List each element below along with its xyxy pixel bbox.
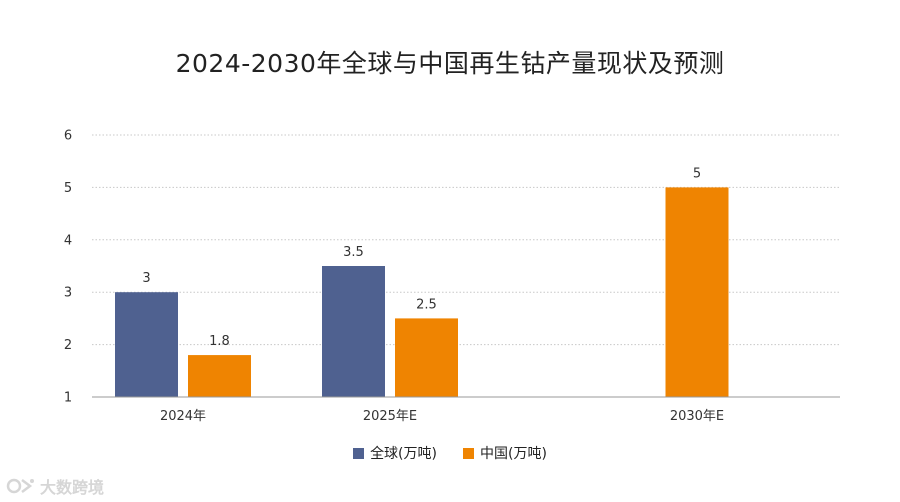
bar-china — [395, 318, 458, 397]
data-label: 3.5 — [343, 245, 364, 260]
legend: 全球(万吨) 中国(万吨) — [0, 443, 900, 463]
y-tick-label: 5 — [64, 181, 72, 196]
bar-global — [115, 292, 178, 397]
data-label: 3 — [142, 271, 150, 286]
y-tick-label: 6 — [64, 129, 72, 144]
legend-swatch-global — [353, 447, 365, 459]
data-labels: 3 1.8 3.5 2.5 5 — [142, 166, 701, 349]
y-axis-ticks: 1 2 3 4 5 6 — [64, 129, 72, 406]
watermark: 大数跨境 — [6, 474, 104, 498]
data-label: 5 — [693, 166, 701, 181]
legend-label-global: 全球(万吨) — [370, 446, 437, 462]
bar-china — [665, 187, 729, 397]
x-axis-labels: 2024年 2025年E 2030年E — [160, 409, 724, 424]
legend-swatch-china — [463, 447, 474, 459]
legend-item-global: 全球(万吨) — [353, 443, 437, 463]
x-tick-label: 2030年E — [670, 409, 724, 424]
chart-title: 2024-2030年全球与中国再生钴产量现状及预测 — [175, 49, 725, 78]
legend-item-china: 中国(万吨) — [463, 443, 547, 463]
x-tick-label: 2025年E — [363, 409, 417, 424]
x-tick-label: 2024年 — [160, 409, 206, 424]
data-label: 2.5 — [416, 297, 437, 312]
bars — [115, 187, 729, 397]
bar-china — [188, 355, 251, 397]
y-tick-label: 1 — [64, 391, 72, 406]
y-tick-label: 2 — [64, 338, 72, 353]
y-tick-label: 3 — [64, 286, 72, 301]
brand-logo-icon — [6, 478, 34, 494]
watermark-text: 大数跨境 — [40, 478, 105, 497]
data-label: 1.8 — [209, 334, 230, 349]
y-tick-label: 4 — [64, 233, 72, 248]
legend-label-china: 中国(万吨) — [480, 446, 547, 462]
bar-global — [322, 266, 385, 397]
